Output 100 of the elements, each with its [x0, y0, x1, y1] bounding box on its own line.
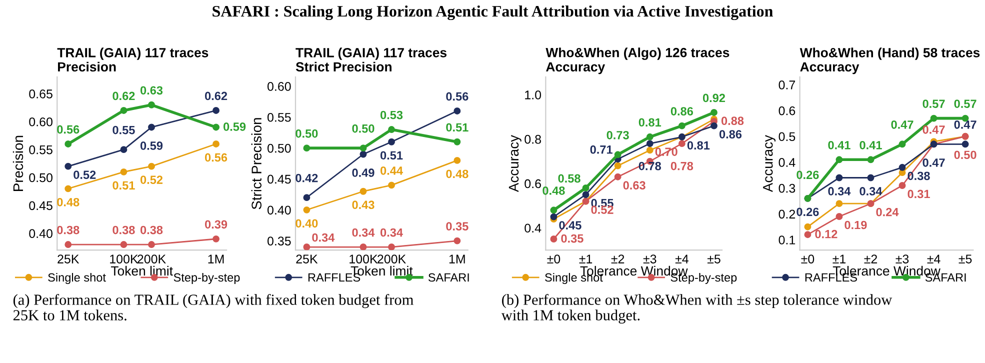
data-label: 0.38: [140, 226, 163, 234]
data-label: 0.81: [687, 141, 710, 150]
data-label: 0.50: [352, 124, 374, 133]
data-label: 0.38: [57, 226, 80, 234]
y-tick-label: 0.55: [29, 145, 52, 154]
x-tick-label: ±3: [896, 254, 909, 264]
data-label: 0.44: [380, 166, 403, 175]
data-label: 0.86: [670, 107, 693, 116]
y-axis-title: Accuracy: [508, 135, 522, 192]
x-axis-title: Token limit: [110, 266, 173, 276]
data-label: 0.47: [891, 120, 914, 129]
y-tick-label: 0.4: [778, 158, 796, 167]
data-label: 0.81: [638, 118, 662, 127]
data-label: 0.38: [112, 226, 135, 234]
chart-title: Who&When (Algo) 126 traces Accuracy: [546, 48, 730, 74]
data-label: 0.88: [721, 116, 744, 126]
x-tick-label: ±3: [643, 254, 656, 264]
data-label: 0.35: [446, 222, 468, 231]
data-label: 0.12: [815, 230, 838, 238]
chart-title: Who&When (Hand) 58 traces Accuracy: [800, 48, 980, 74]
text: (a) Performance on TRAIL (GAIA) with fixed token budget from 25K to 1M tokens.: [13, 294, 414, 320]
y-tick-label: 0.2: [778, 210, 796, 219]
y-tick-label: 0.5: [778, 132, 796, 142]
data-label: 0.41: [828, 140, 850, 150]
data-label: 0.48: [542, 186, 565, 195]
text: (b) Performance on Who&When with ±s step tolerance window with 1M token budget.: [501, 294, 892, 324]
data-label: 0.51: [446, 123, 468, 132]
x-tick-label: 100K: [350, 254, 378, 264]
data-label: 0.59: [224, 122, 246, 131]
data-label: 0.56: [446, 92, 468, 101]
y-tick-label: 0.4: [524, 224, 542, 233]
y-tick-label: 0.6: [524, 179, 541, 188]
chart-title: TRAIL (GAIA) 117 traces Strict Precision: [296, 48, 447, 72]
data-label: 0.73: [606, 130, 629, 140]
data-label: 0.92: [702, 94, 726, 102]
y-tick-label: 0.50: [29, 173, 52, 182]
data-label: 0.34: [352, 228, 375, 237]
data-label: 0.34: [828, 187, 851, 196]
data-label: 0.26: [796, 170, 819, 180]
data-label: 0.50: [954, 150, 976, 160]
y-tick-label: 0.8: [524, 134, 541, 144]
y-tick-label: 0.1: [778, 236, 796, 244]
y-tick-label: 0.7: [778, 80, 796, 90]
legend-label: Step-by-step: [174, 272, 240, 284]
data-label: 0.63: [140, 86, 163, 95]
data-label: 0.56: [205, 153, 228, 162]
data-label: 0.19: [844, 220, 867, 230]
data-label: 0.34: [860, 187, 882, 196]
x-tick-label: 25K: [58, 254, 80, 264]
x-tick-label: ±1: [832, 254, 846, 264]
y-tick-label: 0.60: [29, 117, 52, 126]
data-label: 0.78: [670, 162, 694, 170]
data-label: 0.51: [380, 151, 403, 160]
data-label: 0.48: [57, 198, 80, 206]
data-label: 0.62: [205, 92, 228, 100]
x-tick-label: ±2: [611, 254, 624, 264]
data-label: 0.47: [954, 120, 976, 129]
data-label: 0.71: [590, 145, 612, 154]
data-label: 0.57: [922, 100, 945, 108]
x-tick-label: 1M: [208, 254, 224, 264]
x-tick-label: ±0: [547, 254, 560, 264]
x-tick-label: ±0: [801, 254, 814, 264]
legend-label: Single shot: [48, 272, 106, 284]
data-label: 0.47: [922, 125, 945, 134]
y-tick-label: 0.3: [778, 184, 796, 193]
data-label: 0.48: [446, 170, 468, 178]
y-tick-label: 0.35: [267, 236, 291, 246]
data-label: 0.52: [74, 170, 96, 179]
x-tick-label: ±1: [579, 254, 592, 264]
text: SAFARI : Scaling Long Horizon Agentic Fault Attribution via Active Investigation: [212, 5, 773, 20]
y-tick-label: 0.6: [778, 106, 796, 116]
y-tick-label: 0.65: [29, 90, 52, 98]
data-label: 0.51: [112, 181, 135, 190]
data-label: 0.62: [112, 92, 135, 100]
y-axis-title: Accuracy: [763, 135, 776, 192]
data-label: 0.50: [296, 129, 318, 138]
y-tick-label: 0.60: [267, 82, 291, 91]
y-tick-label: 0.45: [29, 201, 52, 210]
data-label: 0.86: [719, 130, 742, 138]
data-label: 0.47: [922, 158, 945, 167]
chart-title: TRAIL (GAIA) 117 traces Precision: [57, 48, 208, 72]
data-label: 0.42: [296, 174, 318, 182]
x-tick-label: 200K: [138, 254, 166, 264]
data-label: 0.52: [140, 176, 163, 184]
x-tick-label: 200K: [378, 254, 406, 264]
x-tick-label: ±2: [864, 254, 878, 264]
data-label: 0.43: [352, 200, 374, 210]
data-label: 0.35: [561, 234, 584, 243]
x-tick-label: ±5: [958, 254, 972, 264]
y-tick-label: 0.45: [267, 174, 291, 184]
x-tick-label: ±5: [707, 254, 720, 264]
data-label: 0.49: [352, 168, 374, 177]
data-label: 0.39: [205, 220, 228, 229]
y-tick-label: 0.40: [267, 206, 291, 215]
data-label: 0.34: [312, 233, 335, 242]
data-label: 0.26: [796, 208, 819, 216]
x-tick-label: ±4: [675, 254, 688, 264]
data-label: 0.41: [860, 140, 882, 150]
x-tick-label: 1M: [449, 254, 465, 264]
data-label: 0.57: [954, 100, 976, 108]
